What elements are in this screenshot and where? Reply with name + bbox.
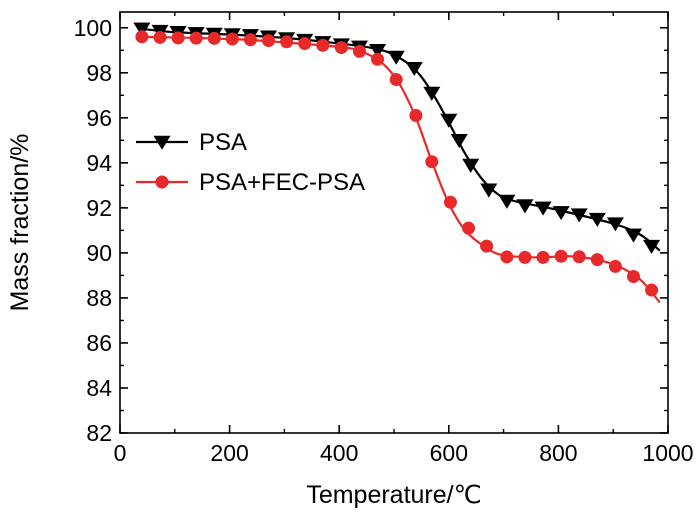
data-point xyxy=(440,113,458,128)
data-point xyxy=(500,250,514,264)
x-tick-label: 0 xyxy=(114,440,127,466)
data-point xyxy=(462,221,476,235)
data-point xyxy=(443,195,457,209)
y-tick-label: 98 xyxy=(86,60,112,86)
legend-entry-psa-fec-psa: PSA+FEC-PSA xyxy=(136,169,365,196)
x-tick-label: 400 xyxy=(320,440,358,466)
data-point xyxy=(423,86,441,101)
data-point xyxy=(371,52,385,66)
data-point xyxy=(590,253,604,267)
y-axis-title: Mass fraction/% xyxy=(6,134,34,312)
x-axis-title: Temperature/℃ xyxy=(306,481,481,509)
data-point xyxy=(626,270,640,284)
data-point xyxy=(536,250,550,264)
y-tick-label: 96 xyxy=(86,105,112,131)
data-point xyxy=(352,44,366,58)
data-point xyxy=(462,158,480,173)
y-tick-label: 92 xyxy=(86,195,112,221)
y-tick-label: 88 xyxy=(86,285,112,311)
data-point xyxy=(334,41,348,55)
x-tick-label: 600 xyxy=(430,440,468,466)
x-tick-label: 200 xyxy=(210,440,248,466)
y-tick-label: 82 xyxy=(86,420,112,446)
x-tick-label: 1000 xyxy=(642,440,693,466)
x-tick-label: 800 xyxy=(539,440,577,466)
data-point xyxy=(171,31,185,45)
y-tick-label: 86 xyxy=(86,330,112,356)
data-point xyxy=(480,239,494,253)
data-point xyxy=(606,217,624,232)
data-point xyxy=(369,43,387,59)
data-point xyxy=(516,199,534,214)
data-point xyxy=(588,212,606,227)
data-point xyxy=(409,109,423,123)
data-point xyxy=(518,250,532,264)
data-point xyxy=(554,249,568,263)
y-tick-label: 84 xyxy=(86,375,112,401)
axes: 0 200 400 600 800 1000 82 84 86 88 90 92 94 96 98 100 xyxy=(74,11,694,466)
data-point xyxy=(552,206,570,221)
y-tick-label: 90 xyxy=(86,240,112,266)
data-point xyxy=(572,250,586,264)
data-point xyxy=(207,31,221,45)
data-point xyxy=(645,283,659,297)
data-point xyxy=(262,34,276,48)
data-point xyxy=(405,61,423,77)
data-point xyxy=(624,228,643,243)
data-point xyxy=(425,155,439,169)
data-point xyxy=(153,30,167,44)
data-point xyxy=(387,50,405,65)
y-tick-label: 100 xyxy=(74,15,112,41)
plot-area xyxy=(133,22,661,304)
data-point xyxy=(280,35,294,49)
data-point xyxy=(498,194,516,209)
data-point xyxy=(570,208,588,223)
legend-label: PSA+FEC-PSA xyxy=(199,169,365,196)
legend-marker xyxy=(155,175,169,189)
data-point xyxy=(133,22,151,37)
legend-entry-psa: PSA xyxy=(136,129,247,156)
legend: PSA PSA+FEC-PSA xyxy=(136,129,365,196)
y-tick-label: 94 xyxy=(86,150,112,176)
data-point xyxy=(534,201,552,216)
data-point xyxy=(135,30,149,44)
data-point xyxy=(189,31,203,45)
data-point xyxy=(608,259,622,273)
data-point xyxy=(225,32,239,46)
data-point xyxy=(480,183,498,198)
data-point xyxy=(316,38,330,52)
data-point xyxy=(298,37,312,51)
data-point xyxy=(643,239,661,254)
data-point xyxy=(450,134,468,149)
data-point xyxy=(243,33,257,47)
legend-label: PSA xyxy=(199,129,247,156)
legend-marker xyxy=(153,135,171,150)
data-point xyxy=(389,73,403,87)
series-psa-fec-psa xyxy=(135,30,661,304)
